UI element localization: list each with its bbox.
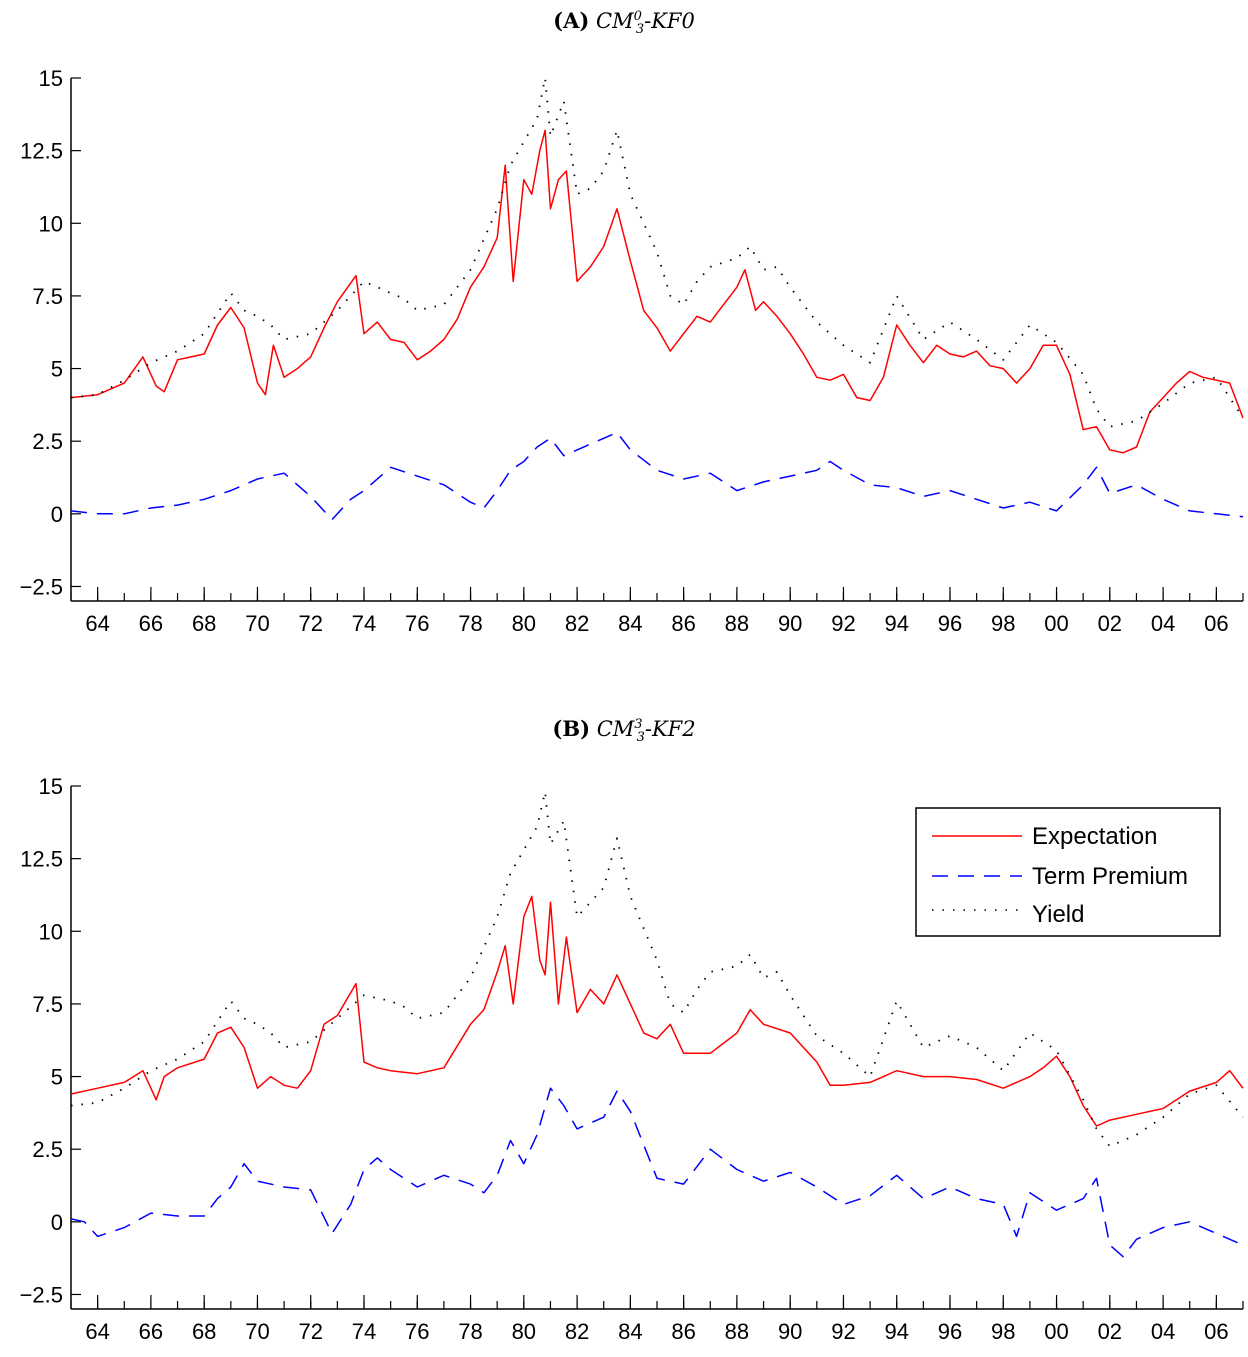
x-tick-label: 96 (938, 611, 962, 636)
x-tick-label: 94 (884, 1319, 908, 1344)
panel-a-title: (A) CM03-KF0 (0, 8, 1248, 37)
series-line-term-premium (70, 431, 1244, 521)
x-tick-label: 66 (139, 1319, 163, 1344)
y-tick-label: 12.5 (20, 139, 63, 164)
y-tick-label: 7.5 (32, 284, 63, 309)
series-line-expectation (70, 895, 1244, 1127)
legend-label-yield: Yield (1032, 901, 1084, 928)
x-tick-label: 04 (1151, 611, 1175, 636)
x-tick-label: 86 (671, 1319, 695, 1344)
series-line-expectation (70, 129, 1244, 454)
legend-box (915, 807, 1221, 937)
x-tick-label: 06 (1204, 611, 1228, 636)
x-tick-label: 86 (671, 611, 695, 636)
panel-a-tag: (A) (553, 8, 590, 33)
panel-a-model-sub: 3 (635, 22, 645, 38)
x-tick-label: 00 (1044, 611, 1068, 636)
x-tick-label: 70 (245, 611, 269, 636)
legend-label-expectation: Expectation (1032, 823, 1157, 850)
x-tick-label: 64 (85, 611, 109, 636)
panel-b-model-sub: 3 (636, 730, 645, 746)
x-tick-label: 96 (938, 1319, 962, 1344)
x-tick-label: 84 (618, 611, 642, 636)
x-tick-label: 98 (991, 1319, 1015, 1344)
y-tick-label: 10 (39, 211, 63, 236)
x-tick-label: 66 (139, 611, 163, 636)
panel-b-model-suffix: -KF2 (644, 717, 696, 741)
x-tick-label: 80 (512, 611, 536, 636)
y-tick-label: 10 (39, 919, 63, 944)
x-tick-label: 80 (512, 1319, 536, 1344)
x-tick-label: 70 (245, 1319, 269, 1344)
x-tick-label: 90 (778, 1319, 802, 1344)
y-tick-label: −2.5 (20, 1282, 63, 1307)
y-tick-label: 7.5 (32, 992, 63, 1017)
x-tick-label: 02 (1098, 611, 1122, 636)
x-tick-label: 72 (298, 611, 322, 636)
x-tick-label: 78 (458, 611, 482, 636)
panel-a-model: CM (596, 9, 634, 33)
y-tick-label: 5 (51, 1065, 63, 1090)
y-tick-label: 15 (39, 66, 63, 91)
x-tick-label: 76 (405, 1319, 429, 1344)
y-tick-label: −2.5 (20, 574, 63, 599)
series-line-yield (70, 790, 1244, 1148)
y-tick-label: 15 (39, 774, 63, 799)
panel-a-model-sup: 0 (633, 9, 642, 24)
x-tick-label: 92 (831, 1319, 855, 1344)
x-tick-label: 92 (831, 611, 855, 636)
panel-a-chart: −2.5 0 2.5 5 7.5 10 12.5 15 64 66 68 70 72 74 76 78 80 82… (20, 66, 1244, 636)
panel-b-model: CM (596, 717, 635, 741)
y-tick-label: 12.5 (20, 847, 63, 872)
panel-a-model-suffix: -KF0 (644, 9, 695, 33)
x-tick-label: 02 (1098, 1319, 1122, 1344)
legend: Expectation Term Premium Yield (915, 807, 1221, 937)
legend-label-term-premium: Term Premium (1032, 863, 1188, 890)
x-tick-label: 04 (1151, 1319, 1175, 1344)
x-tick-label: 68 (192, 1319, 216, 1344)
panel-b-model-sup: 3 (634, 717, 643, 732)
x-tick-label: 82 (565, 611, 589, 636)
y-tick-label: 0 (51, 1210, 63, 1235)
x-tick-label: 72 (298, 1319, 322, 1344)
panel-b-tag: (B) (552, 716, 591, 741)
panel-b-chart: −2.5 0 2.5 5 7.5 10 12.5 15 64 66 68 70 72 74 76 78 80 82… (20, 774, 1244, 1344)
y-tick-label: 2.5 (32, 1137, 63, 1162)
y-tick-label: 2.5 (32, 429, 63, 454)
x-tick-label: 74 (352, 1319, 376, 1344)
x-tick-label: 00 (1044, 1319, 1068, 1344)
x-tick-label: 68 (192, 611, 216, 636)
x-tick-label: 84 (618, 1319, 642, 1344)
x-tick-label: 82 (565, 1319, 589, 1344)
x-tick-label: 90 (778, 611, 802, 636)
x-tick-label: 88 (725, 611, 749, 636)
y-tick-label: 0 (51, 502, 63, 527)
series-line-yield (70, 77, 1244, 428)
x-tick-label: 94 (884, 611, 908, 636)
x-tick-label: 06 (1204, 1319, 1228, 1344)
panel-b-title: (B) CM33-KF2 (0, 716, 1248, 745)
x-tick-label: 98 (991, 611, 1015, 636)
x-tick-label: 74 (352, 611, 376, 636)
series-line-term-premium (70, 1087, 1244, 1258)
x-tick-label: 78 (458, 1319, 482, 1344)
x-tick-label: 64 (85, 1319, 109, 1344)
y-tick-label: 5 (51, 357, 63, 382)
x-tick-label: 88 (725, 1319, 749, 1344)
x-tick-label: 76 (405, 611, 429, 636)
